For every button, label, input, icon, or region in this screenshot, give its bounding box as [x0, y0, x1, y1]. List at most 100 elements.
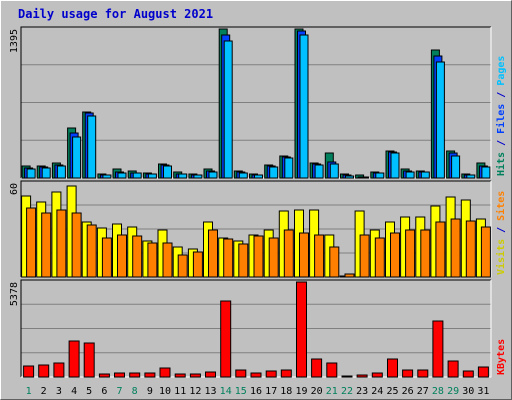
bar-kbytes-day-31: [477, 366, 489, 378]
bar-sites-day-2: [41, 212, 52, 278]
x-tick-label: 28: [432, 386, 444, 397]
bar-pages-day-23: [360, 176, 370, 179]
bar-pages-day-21: [329, 163, 339, 179]
bar-pages-day-25: [390, 152, 400, 179]
bar-pages-day-6: [102, 174, 112, 179]
bars: [21, 28, 491, 179]
bar-sites-day-26: [405, 229, 416, 278]
bar-sites-day-10: [162, 242, 173, 278]
bar-sites-day-31: [480, 226, 491, 278]
bar-sites-day-27: [420, 229, 431, 278]
bar-kbytes-day-28: [432, 320, 444, 378]
bar-pages-day-24: [375, 172, 385, 179]
bar-kbytes-day-30: [462, 370, 474, 378]
bar-kbytes-day-17: [265, 370, 277, 378]
x-tick-label: 29: [447, 386, 459, 397]
bar-pages-day-10: [163, 165, 172, 179]
bar-sites-day-1: [26, 207, 37, 278]
x-tick-label: 18: [280, 386, 292, 397]
panel-kbytes: 5378 KBytes: [9, 279, 507, 378]
bar-pages-day-16: [254, 174, 263, 179]
panel-border-top: [20, 279, 491, 377]
bar-kbytes-day-1: [23, 365, 35, 378]
x-axis-ticks: 1 2 3 4 5 6 7 8 9 10 11 12 13 14 15 16 17 18 19 20 21 22 23 24 2…: [26, 386, 490, 397]
series-label: Visits / Sites: [495, 191, 507, 275]
bar-pages-day-1: [26, 168, 36, 179]
bar-pages-day-17: [269, 166, 279, 179]
bar-pages-day-18: [284, 157, 294, 179]
series-label-part: /: [496, 86, 507, 104]
x-tick-label: 9: [147, 386, 153, 397]
x-tick-label: 14: [220, 386, 232, 397]
bar-sites-day-8: [132, 235, 143, 278]
bar-kbytes-day-16: [250, 372, 262, 378]
bar-pages-day-14: [223, 40, 233, 179]
bar-kbytes-day-25: [387, 358, 398, 378]
bar-kbytes-day-20: [311, 358, 323, 378]
bar-sites-day-22: [344, 273, 355, 278]
x-tick-label: 13: [204, 386, 216, 397]
bar-kbytes-day-2: [38, 364, 50, 378]
panel-visits-sites: 60 Visits / Sites: [9, 180, 507, 278]
bar-pages-day-11: [178, 173, 188, 179]
x-tick-label: 8: [132, 386, 138, 397]
bar-kbytes-day-4: [68, 340, 80, 378]
x-tick-label: 27: [417, 386, 429, 397]
bars: [21, 185, 491, 278]
x-tick-label: 15: [235, 386, 247, 397]
bar-pages-day-13: [208, 171, 218, 179]
bar-kbytes-day-15: [235, 369, 247, 378]
bar-pages-day-2: [41, 167, 51, 179]
bar-sites-day-16: [253, 235, 264, 278]
panel-border-top: [20, 180, 491, 277]
series-label-part: Sites: [495, 191, 507, 221]
bar-pages-day-3: [56, 165, 66, 179]
bar-kbytes-day-9: [144, 372, 156, 378]
panel-border-top: [20, 26, 491, 178]
bar-pages-day-12: [193, 174, 203, 179]
bar-pages-day-4: [72, 136, 82, 179]
bar-kbytes-day-22: [341, 375, 353, 378]
bar-sites-day-4: [71, 212, 82, 278]
panel-hits-files-pages: 1395 Hits / Files / Pages: [9, 26, 507, 179]
bar-pages-day-26: [405, 171, 415, 179]
bar-sites-day-14: [223, 238, 234, 278]
bar-kbytes-day-23: [356, 374, 368, 378]
chart-title: Daily usage for August 2021: [18, 7, 213, 21]
series-label-part: Hits: [495, 152, 507, 176]
bar-sites-day-18: [283, 229, 294, 278]
x-tick-label: 11: [174, 386, 186, 397]
series-label-part: /: [496, 221, 507, 239]
bar-pages-day-30: [466, 174, 476, 179]
x-tick-label: 30: [462, 386, 474, 397]
bar-pages-day-7: [117, 172, 127, 179]
bar-sites-day-29: [450, 218, 461, 278]
bar-pages-day-9: [147, 173, 157, 179]
x-tick-label: 31: [477, 386, 489, 397]
bar-sites-day-12: [192, 251, 203, 278]
x-tick-label: 25: [386, 386, 398, 397]
bar-sites-day-24: [374, 237, 385, 278]
bar-sites-day-30: [465, 220, 476, 278]
bar-sites-day-9: [147, 242, 158, 278]
bar-sites-day-7: [117, 234, 127, 278]
bar-kbytes-day-5: [83, 342, 95, 378]
x-tick-label: 21: [326, 386, 338, 397]
bar-sites-day-13: [208, 229, 218, 278]
bar-pages-day-29: [451, 155, 461, 179]
x-tick-label: 26: [402, 386, 414, 397]
series-label: Hits / Files / Pages: [495, 56, 507, 176]
bar-pages-day-27: [420, 171, 430, 179]
x-tick-label: 19: [295, 386, 307, 397]
bar-sites-day-25: [390, 232, 400, 278]
bar-kbytes-day-19: [296, 281, 307, 378]
bar-kbytes-day-12: [189, 373, 201, 378]
bar-kbytes-day-10: [159, 367, 171, 378]
bar-sites-day-5: [86, 224, 97, 278]
x-tick-label: 5: [86, 386, 92, 397]
bar-sites-day-28: [435, 221, 446, 278]
series-label-part: Files: [495, 104, 507, 134]
bar-kbytes-day-26: [402, 369, 414, 378]
bar-pages-day-15: [238, 172, 248, 179]
